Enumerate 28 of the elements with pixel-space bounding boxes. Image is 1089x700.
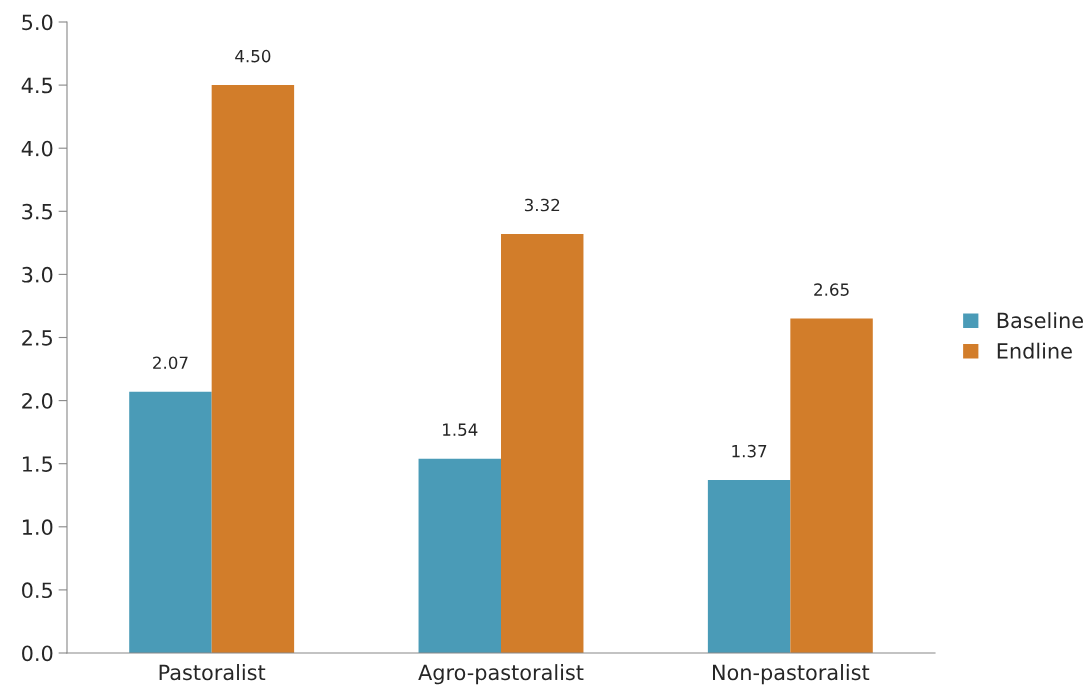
bar (418, 458, 501, 653)
x-tick-label: Agro-pastoralist (418, 664, 584, 685)
legend-label: Endline (997, 342, 1072, 359)
y-tick-label: 5.0 (22, 14, 53, 31)
y-tick-label: 3.5 (22, 203, 52, 220)
bar (211, 85, 295, 653)
y-tick-label: 0.0 (22, 645, 53, 662)
y-tick-label: 1.0 (22, 519, 53, 536)
bar (129, 391, 212, 653)
y-tick-label: 2.5 (22, 329, 52, 346)
data-label: 4.50 (235, 49, 271, 63)
data-label: 2.07 (153, 356, 188, 370)
bar (790, 318, 873, 653)
y-tick-label: 0.5 (22, 582, 52, 599)
y-tick-label: 2.0 (22, 393, 53, 409)
data-label: 2.65 (814, 283, 849, 296)
data-label: 1.54 (443, 423, 478, 436)
y-tick-label: 3.0 (22, 266, 53, 283)
x-tick-label: Pastoralist (159, 664, 266, 681)
bar (707, 480, 791, 653)
bar (501, 234, 584, 653)
data-label: 3.32 (524, 198, 560, 212)
y-tick-label: 4.0 (21, 140, 53, 157)
y-tick-label: 4.5 (21, 77, 52, 94)
y-tick-label: 1.5 (22, 456, 52, 472)
data-label: 1.37 (732, 444, 767, 458)
x-tick-label: Non-pastoralist (713, 664, 870, 685)
legend-label: Baseline (997, 312, 1083, 329)
